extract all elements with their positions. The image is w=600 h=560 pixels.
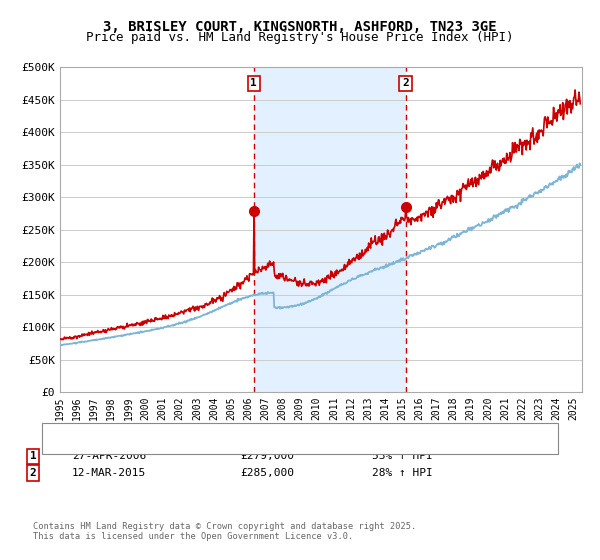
Text: £279,000: £279,000 xyxy=(240,451,294,461)
Text: £285,000: £285,000 xyxy=(240,468,294,478)
Text: 3, BRISLEY COURT, KINGSNORTH, ASHFORD, TN23 3GE (semi-detached house): 3, BRISLEY COURT, KINGSNORTH, ASHFORD, T… xyxy=(90,426,521,436)
Text: HPI: Average price, semi-detached house, Ashford: HPI: Average price, semi-detached house,… xyxy=(90,440,390,450)
Text: Price paid vs. HM Land Registry's House Price Index (HPI): Price paid vs. HM Land Registry's House … xyxy=(86,31,514,44)
Text: 12-MAR-2015: 12-MAR-2015 xyxy=(72,468,146,478)
Text: 1: 1 xyxy=(29,451,37,461)
Text: 1: 1 xyxy=(250,78,257,88)
Text: 27-APR-2006: 27-APR-2006 xyxy=(72,451,146,461)
Text: 53% ↑ HPI: 53% ↑ HPI xyxy=(372,451,433,461)
Text: 2: 2 xyxy=(402,78,409,88)
Text: 3, BRISLEY COURT, KINGSNORTH, ASHFORD, TN23 3GE: 3, BRISLEY COURT, KINGSNORTH, ASHFORD, T… xyxy=(103,20,497,34)
Text: Contains HM Land Registry data © Crown copyright and database right 2025.
This d: Contains HM Land Registry data © Crown c… xyxy=(33,522,416,542)
Text: 28% ↑ HPI: 28% ↑ HPI xyxy=(372,468,433,478)
Text: 2: 2 xyxy=(29,468,37,478)
Bar xyxy=(254,67,406,392)
